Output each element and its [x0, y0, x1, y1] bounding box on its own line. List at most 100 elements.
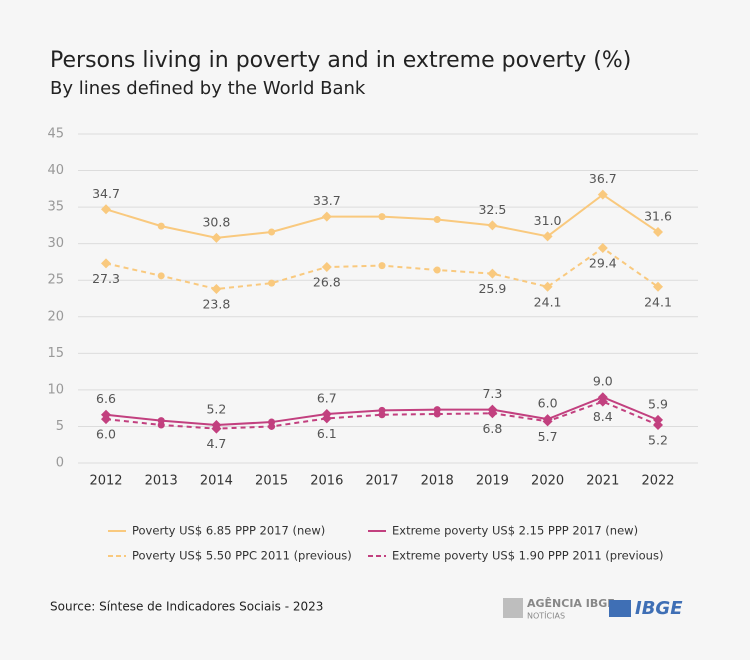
data-label: 6.0	[538, 396, 558, 411]
data-label: 31.0	[534, 213, 562, 228]
point-marker	[487, 220, 498, 231]
y-tick-label: 10	[47, 382, 64, 397]
point-marker	[378, 411, 386, 419]
y-tick-label: 30	[47, 236, 64, 251]
data-label: 6.0	[96, 427, 116, 442]
data-label: 36.7	[589, 171, 617, 186]
data-label: 5.2	[648, 432, 668, 447]
logo-text: AGÊNCIA IBGE	[527, 597, 615, 610]
point-marker	[433, 216, 441, 224]
x-tick-label: 2012	[89, 474, 122, 489]
point-marker	[268, 279, 276, 287]
point-marker	[211, 423, 222, 434]
data-label: 6.1	[317, 426, 337, 441]
point-marker	[542, 416, 553, 427]
logo-ibge: IBGE	[609, 598, 683, 619]
y-tick-label: 25	[47, 273, 64, 288]
x-tick-label: 2021	[586, 474, 619, 489]
x-tick-label: 2015	[255, 474, 288, 489]
data-label: 9.0	[593, 374, 613, 389]
point-marker	[157, 222, 165, 230]
data-label: 5.7	[538, 429, 558, 444]
point-marker	[433, 410, 441, 418]
x-tick-label: 2020	[531, 474, 564, 489]
point-marker	[487, 408, 498, 419]
x-tick-label: 2017	[365, 474, 398, 489]
x-tick-label: 2013	[145, 474, 178, 489]
legend-label: Extreme poverty US$ 1.90 PPP 2011 (previ…	[392, 549, 663, 563]
point-marker	[542, 281, 553, 292]
x-tick-label: 2014	[200, 474, 233, 489]
point-marker	[653, 419, 663, 430]
data-label: 32.5	[478, 202, 506, 217]
point-marker	[378, 213, 386, 221]
point-marker	[321, 211, 332, 222]
point-marker	[542, 231, 553, 242]
data-label: 30.8	[202, 214, 230, 229]
point-marker	[157, 421, 165, 429]
data-label: 24.1	[644, 294, 672, 309]
data-label: 6.7	[317, 391, 337, 406]
y-tick-label: 45	[47, 127, 64, 142]
point-marker	[321, 262, 332, 273]
point-marker	[101, 414, 111, 425]
point-marker	[101, 258, 111, 269]
data-label: 24.1	[534, 294, 562, 309]
data-label: 6.8	[482, 421, 502, 436]
data-label: 7.3	[482, 386, 502, 401]
point-marker	[101, 204, 111, 215]
data-label: 27.3	[92, 271, 120, 286]
chart-subtitle: By lines defined by the World Bank	[50, 78, 366, 99]
logo-agency: AGÊNCIA IBGE NOTÍCIAS	[503, 597, 615, 621]
data-label: 33.7	[313, 193, 341, 208]
source: Source: Síntese de Indicadores Sociais -…	[50, 600, 323, 614]
point-marker	[653, 226, 663, 237]
point-marker	[653, 281, 663, 292]
series-line	[105, 400, 659, 430]
legend-label: Poverty US$ 6.85 PPP 2017 (new)	[132, 524, 325, 538]
legend-label: Poverty US$ 5.50 PPC 2011 (previous)	[132, 549, 352, 563]
point-marker	[157, 272, 165, 280]
point-marker	[597, 396, 608, 407]
point-marker	[597, 243, 608, 254]
y-tick-label: 40	[47, 163, 64, 178]
point-marker	[597, 189, 608, 200]
point-marker	[487, 268, 498, 279]
chart-title: Persons living in poverty and in extreme…	[50, 48, 631, 73]
logo-icon	[503, 598, 523, 618]
point-marker	[433, 266, 441, 274]
data-label: 5.9	[648, 396, 668, 411]
data-label: 5.2	[206, 401, 226, 416]
data-label: 6.6	[96, 391, 116, 406]
logo-icon	[609, 600, 631, 617]
point-marker	[211, 232, 222, 243]
point-marker	[378, 262, 386, 270]
y-tick-label: 35	[47, 200, 64, 215]
point-marker	[653, 414, 663, 425]
point-marker	[268, 228, 276, 236]
data-label: 34.7	[92, 186, 120, 201]
data-label: 25.9	[478, 281, 506, 296]
y-tick-label: 20	[47, 309, 64, 324]
x-tick-label: 2018	[421, 474, 454, 489]
x-tick-label: 2019	[476, 474, 509, 489]
y-tick-label: 0	[56, 456, 64, 471]
point-marker	[321, 413, 332, 424]
data-label: 29.4	[589, 256, 617, 271]
data-label: 4.7	[206, 436, 226, 451]
logo-subtext: NOTÍCIAS	[527, 610, 565, 621]
data-label: 8.4	[593, 409, 613, 424]
y-tick-label: 15	[47, 346, 64, 361]
data-label: 23.8	[202, 296, 230, 311]
data-label: 26.8	[313, 275, 341, 290]
y-tick-label: 5	[56, 419, 64, 434]
point-marker	[211, 283, 222, 294]
point-marker	[268, 422, 276, 430]
x-tick-label: 2022	[641, 474, 674, 489]
legend-label: Extreme poverty US$ 2.15 PPP 2017 (new)	[392, 524, 638, 538]
logo-text: IBGE	[635, 598, 683, 619]
data-label: 31.6	[644, 208, 672, 223]
x-tick-label: 2016	[310, 474, 343, 489]
